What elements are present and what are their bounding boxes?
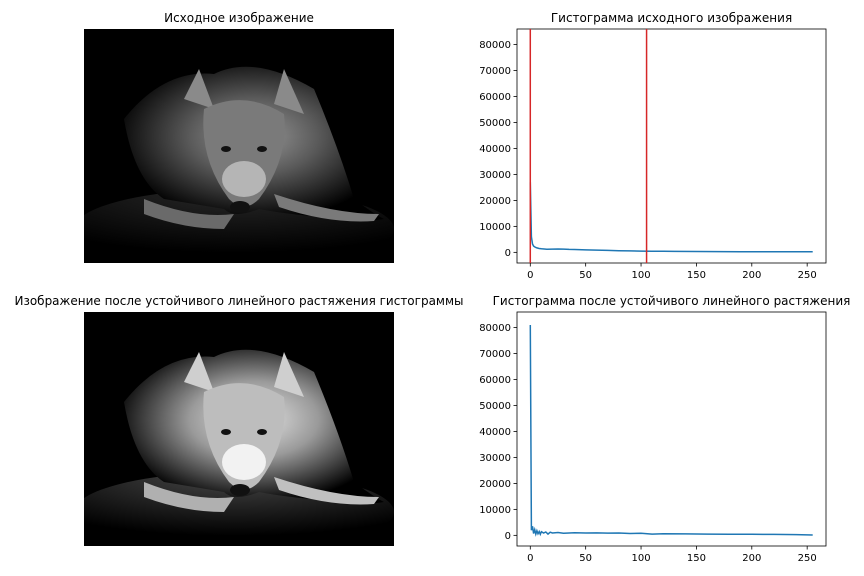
chart-title: Гистограмма после устойчивого линейного … (493, 294, 851, 308)
y-tick-label: 40000 (479, 427, 511, 438)
y-tick-label: 10000 (479, 505, 511, 516)
y-tick-label: 0 (505, 531, 511, 542)
x-tick-label: 150 (687, 270, 706, 281)
y-tick-label: 80000 (479, 40, 511, 51)
x-tick-label: 50 (579, 553, 592, 564)
original-image-title: Исходное изображение (164, 11, 314, 25)
y-tick-label: 60000 (479, 375, 511, 386)
stretched-image-title: Изображение после устойчивого линейного … (14, 294, 464, 308)
y-tick-label: 70000 (479, 349, 511, 360)
y-tick-label: 70000 (479, 66, 511, 77)
y-tick-label: 30000 (479, 453, 511, 464)
x-tick-label: 250 (798, 553, 817, 564)
x-tick-label: 0 (527, 553, 533, 564)
y-tick-label: 10000 (479, 222, 511, 233)
x-tick-label: 250 (798, 270, 817, 281)
x-tick-label: 100 (631, 553, 650, 564)
original-wolf-image (84, 29, 394, 263)
x-tick-label: 200 (742, 270, 761, 281)
histogram-series-line (529, 324, 813, 537)
wolf-photo-dark (84, 29, 394, 263)
x-tick-label: 50 (579, 270, 592, 281)
chart-title: Гистограмма исходного изображения (551, 11, 792, 25)
y-tick-label: 0 (505, 248, 511, 259)
y-tick-label: 20000 (479, 479, 511, 490)
stretched-wolf-image (84, 312, 394, 546)
y-tick-label: 80000 (479, 323, 511, 334)
y-tick-label: 40000 (479, 144, 511, 155)
x-tick-label: 0 (527, 270, 533, 281)
y-tick-label: 60000 (479, 92, 511, 103)
x-tick-label: 200 (742, 553, 761, 564)
y-tick-label: 50000 (479, 118, 511, 129)
plot-frame (516, 311, 827, 547)
y-tick-label: 30000 (479, 170, 511, 181)
wolf-photo-bright (84, 312, 394, 546)
x-tick-label: 150 (687, 553, 706, 564)
y-tick-label: 20000 (479, 196, 511, 207)
plot-frame (516, 28, 827, 264)
x-tick-label: 100 (631, 270, 650, 281)
y-tick-label: 50000 (479, 401, 511, 412)
histogram-series-line (529, 182, 813, 253)
